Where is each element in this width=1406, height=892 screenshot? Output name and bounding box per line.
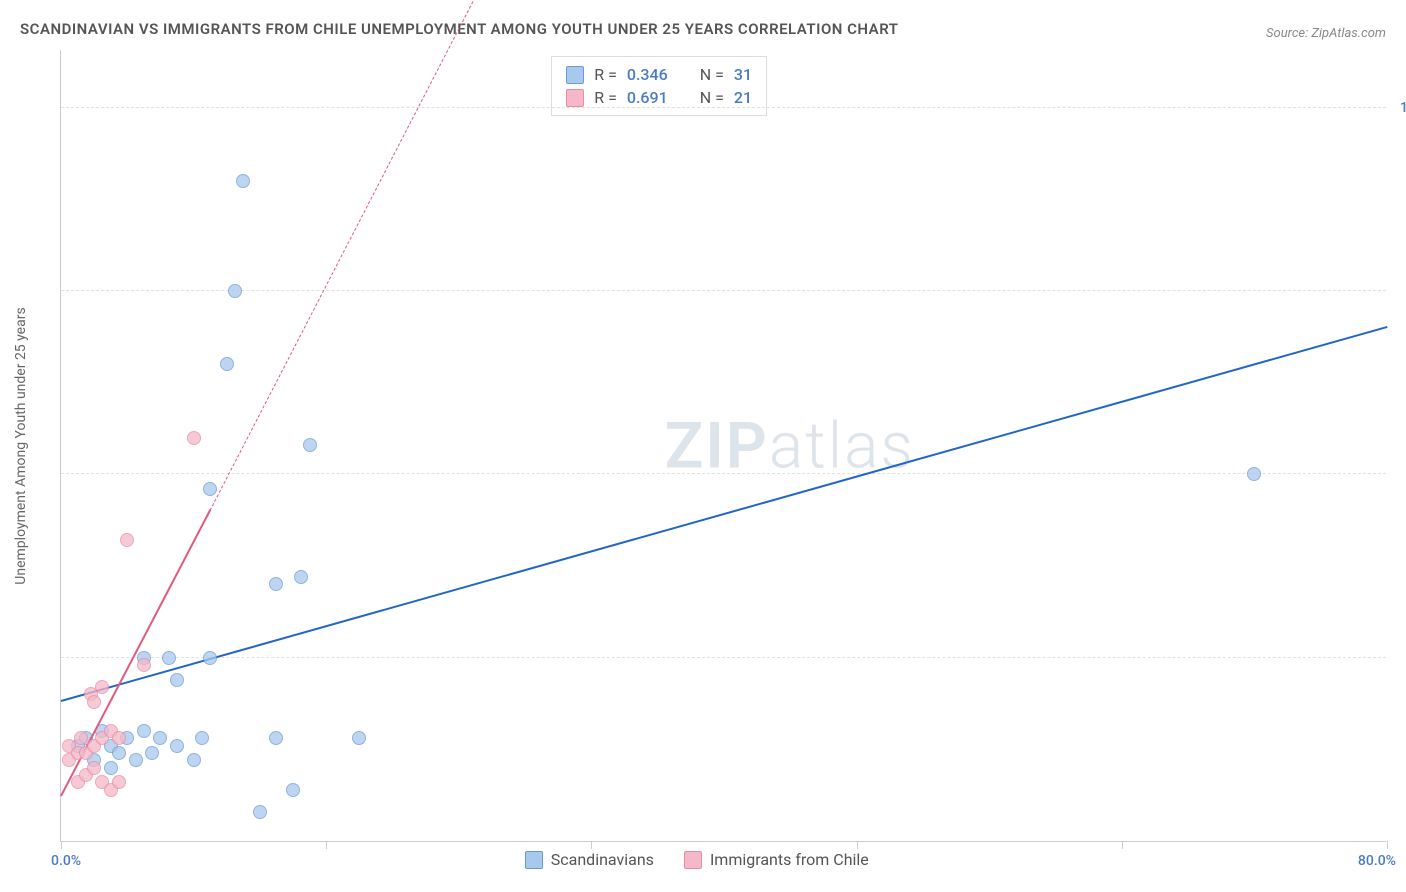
legend-swatch [684,851,702,869]
data-point [104,761,118,775]
x-max-label: 80.0% [1358,853,1396,869]
data-point [129,753,143,767]
watermark-bold: ZIP [665,408,769,483]
legend-swatch [566,89,584,107]
x-tick [326,841,327,849]
x-tick [61,841,62,849]
data-point [203,482,217,496]
legend-r-label: R = [594,65,617,84]
legend-item: Scandinavians [525,850,654,869]
legend-row: R = 0.346 N = 31 [566,63,752,86]
data-point [87,695,101,709]
legend-r-value: 0.691 [627,88,668,107]
watermark-light: atlas [769,408,915,483]
legend-n-value: 21 [734,88,752,107]
gridline [61,473,1386,474]
data-point [170,673,184,687]
data-point [87,761,101,775]
correlation-chart: SCANDINAVIAN VS IMMIGRANTS FROM CHILE UN… [0,0,1406,892]
data-point [220,357,234,371]
gridline [61,657,1386,658]
data-point [170,739,184,753]
gridline [61,107,1386,108]
x-tick [1387,841,1388,849]
data-point [187,431,201,445]
data-point [1247,467,1261,481]
series-legend: Scandinavians Immigrants from Chile [525,850,869,869]
data-point [294,570,308,584]
legend-swatch [525,851,543,869]
legend-n-label: N = [700,88,724,107]
gridline [61,290,1386,291]
plot-area: ZIPatlas Unemployment Among Youth under … [60,50,1386,842]
data-point [74,731,88,745]
legend-r-value: 0.346 [627,65,668,84]
data-point [112,746,126,760]
x-tick [591,841,592,849]
legend-item: Immigrants from Chile [684,850,869,869]
data-point [112,775,126,789]
data-point [153,731,167,745]
data-point [112,731,126,745]
data-point [269,577,283,591]
x-tick [857,841,858,849]
data-point [195,731,209,745]
legend-label: Immigrants from Chile [710,850,869,869]
x-tick [1122,841,1123,849]
data-point [303,438,317,452]
y-axis-title: Unemployment Among Youth under 25 years [13,307,29,584]
y-tick-label: 100.0% [1400,100,1406,116]
x-min-label: 0.0% [51,853,81,869]
trend-line [61,326,1388,702]
legend-r-label: R = [594,88,617,107]
data-point [137,724,151,738]
data-point [162,651,176,665]
legend-label: Scandinavians [551,850,654,869]
data-point [203,651,217,665]
data-point [145,746,159,760]
legend-n-value: 31 [734,65,752,84]
data-point [95,680,109,694]
data-point [187,753,201,767]
data-point [120,533,134,547]
legend-swatch [566,66,584,84]
data-point [269,731,283,745]
trend-line [210,0,476,511]
data-point [253,805,267,819]
data-point [236,174,250,188]
data-point [137,658,151,672]
legend-row: R = 0.691 N = 21 [566,86,752,109]
data-point [228,284,242,298]
data-point [286,783,300,797]
source-attribution: Source: ZipAtlas.com [1266,26,1386,41]
data-point [352,731,366,745]
legend-n-label: N = [700,65,724,84]
